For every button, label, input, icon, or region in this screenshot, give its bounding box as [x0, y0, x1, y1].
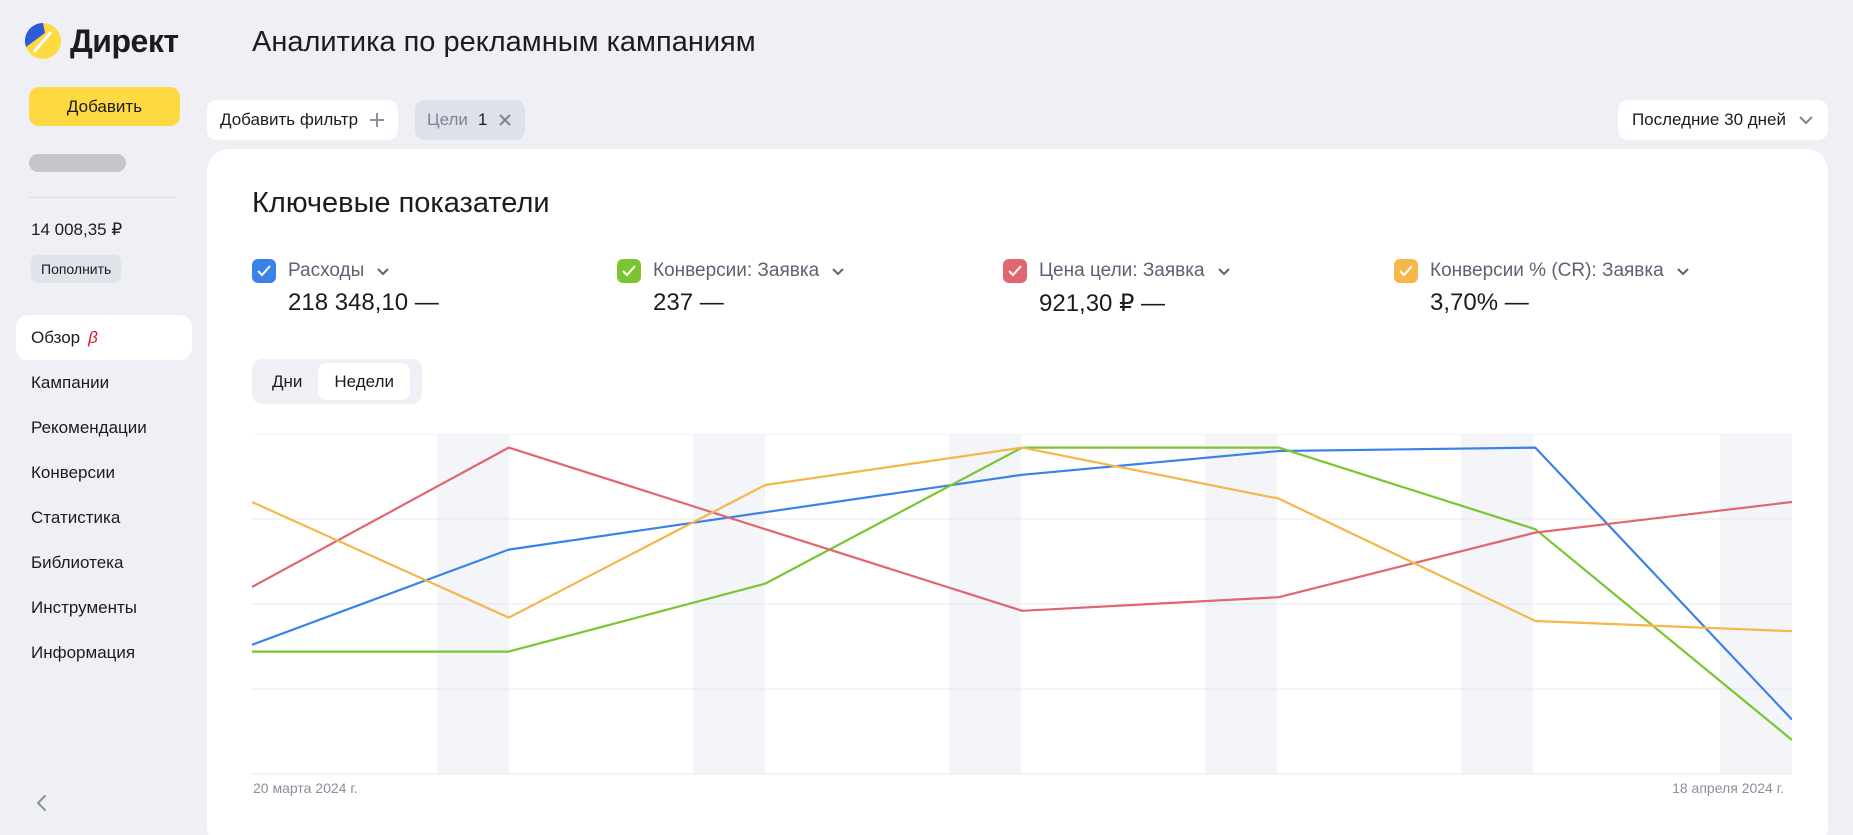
metric-conversion-rate: Конверсии % (CR): Заявка 3,70% —	[1394, 259, 1690, 317]
sidebar-item-tools[interactable]: Инструменты	[16, 585, 192, 630]
account-name-placeholder[interactable]	[29, 154, 126, 172]
key-metrics-card: Ключевые показатели Расходы 218 348,10 —…	[207, 149, 1828, 835]
add-button[interactable]: Добавить	[29, 87, 180, 126]
metric-goal-cost-selector[interactable]: Цена цели: Заявка	[1003, 259, 1231, 283]
sidebar-item-label: Инструменты	[31, 598, 138, 617]
checkbox-checked-icon[interactable]	[617, 259, 641, 283]
sidebar-item-library[interactable]: Библиотека	[16, 540, 192, 585]
x-axis-start-label: 20 марта 2024 г.	[253, 780, 358, 796]
sidebar-item-overview[interactable]: Обзор β	[16, 315, 192, 360]
direct-logo-icon	[24, 22, 61, 59]
sidebar-item-label: Статистика	[31, 508, 121, 527]
metrics-line-chart	[252, 434, 1792, 775]
goals-chip-count: 1	[477, 110, 488, 129]
toggle-days[interactable]: Дни	[272, 372, 303, 391]
metric-name: Цена цели: Заявка	[1039, 260, 1205, 281]
add-filter-label: Добавить фильтр	[220, 110, 359, 129]
sidebar: Директ Добавить 14 008,35 ₽ Пополнить Об…	[0, 0, 200, 835]
metric-conversion-rate-selector[interactable]: Конверсии % (CR): Заявка	[1394, 259, 1690, 283]
sidebar-item-info[interactable]: Информация	[16, 630, 192, 675]
card-title: Ключевые показатели	[252, 187, 550, 219]
metric-spend-selector[interactable]: Расходы	[252, 259, 439, 283]
granularity-toggle: Дни Недели	[252, 359, 422, 404]
metric-goal-cost: Цена цели: Заявка 921,30 ₽ —	[1003, 259, 1231, 318]
metric-conversions: Конверсии: Заявка 237 —	[617, 259, 845, 317]
sidebar-item-recommendations[interactable]: Рекомендации	[16, 405, 192, 450]
metric-value: 237 —	[653, 289, 724, 316]
sidebar-item-label: Рекомендации	[31, 418, 147, 437]
sidebar-divider	[29, 197, 177, 198]
chevron-down-icon[interactable]	[1217, 267, 1231, 276]
chevron-down-icon[interactable]	[1676, 267, 1690, 276]
sidebar-item-label: Конверсии	[31, 463, 115, 482]
checkbox-checked-icon[interactable]	[1394, 259, 1418, 283]
sidebar-item-statistics[interactable]: Статистика	[16, 495, 192, 540]
goals-filter-chip[interactable]: Цели 1	[415, 100, 526, 140]
page-title: Аналитика по рекламным кампаниям	[252, 26, 756, 58]
sidebar-item-label: Кампании	[31, 373, 110, 392]
logo[interactable]: Директ	[24, 22, 179, 60]
sidebar-item-label: Информация	[31, 643, 136, 662]
sidebar-item-label: Библиотека	[31, 553, 124, 572]
period-label: Последние 30 дней	[1631, 110, 1786, 129]
beta-badge: β	[88, 328, 98, 347]
series-line-2[interactable]	[252, 446, 1792, 612]
chevron-left-icon[interactable]	[32, 792, 52, 814]
metric-spend: Расходы 218 348,10 —	[252, 259, 439, 317]
chevron-down-icon	[1799, 116, 1813, 125]
plus-icon	[370, 113, 385, 127]
sidebar-item-label: Обзор	[31, 328, 81, 347]
toggle-weeks[interactable]: Недели	[318, 363, 410, 400]
metric-value: 3,70% —	[1430, 289, 1529, 316]
metric-value: 218 348,10 —	[288, 289, 439, 316]
close-icon[interactable]	[497, 112, 513, 128]
metric-value: 921,30 ₽ —	[1039, 290, 1166, 317]
chevron-down-icon[interactable]	[376, 267, 390, 276]
series-line-3[interactable]	[252, 446, 1792, 633]
goals-chip-label: Цели	[427, 110, 468, 129]
sidebar-item-campaigns[interactable]: Кампании	[16, 360, 192, 405]
checkbox-checked-icon[interactable]	[252, 259, 276, 283]
chevron-down-icon[interactable]	[831, 267, 845, 276]
checkbox-checked-icon[interactable]	[1003, 259, 1027, 283]
metric-name: Конверсии: Заявка	[653, 260, 820, 281]
account-balance: 14 008,35 ₽	[31, 220, 123, 239]
topup-button[interactable]: Пополнить	[31, 255, 122, 283]
add-filter-button[interactable]: Добавить фильтр	[207, 100, 399, 140]
logo-text: Директ	[70, 22, 179, 59]
period-select[interactable]: Последние 30 дней	[1617, 100, 1828, 140]
metric-name: Расходы	[288, 260, 365, 281]
metric-conversions-selector[interactable]: Конверсии: Заявка	[617, 259, 845, 283]
x-axis-end-label: 18 апреля 2024 г.	[1672, 780, 1784, 796]
sidebar-nav: Обзор β Кампании Рекомендации Конверсии С…	[16, 315, 192, 675]
series-line-0[interactable]	[252, 446, 1792, 721]
sidebar-item-conversions[interactable]: Конверсии	[16, 450, 192, 495]
metric-name: Конверсии % (CR): Заявка	[1430, 260, 1664, 281]
